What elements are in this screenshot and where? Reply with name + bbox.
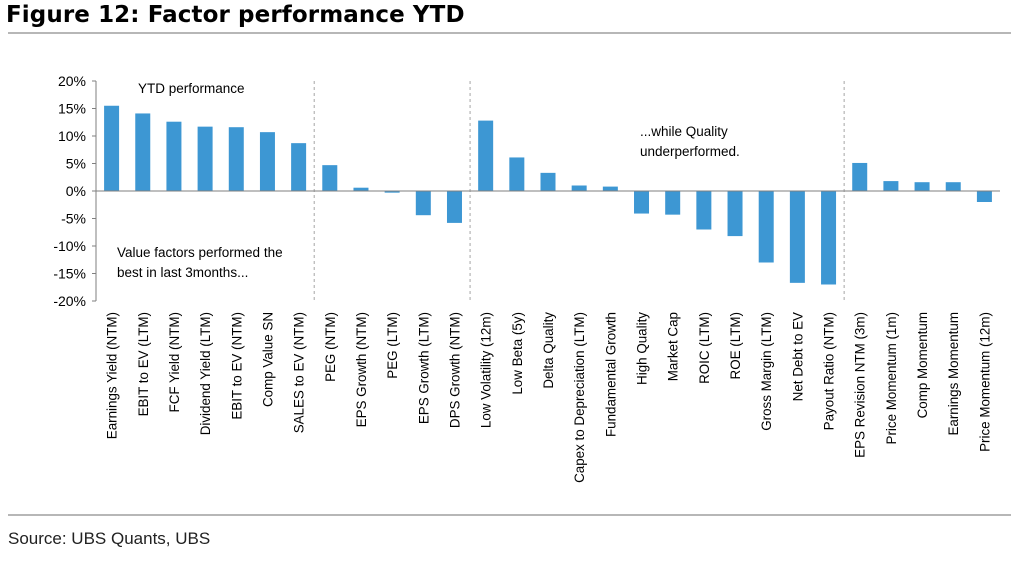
bar bbox=[446, 191, 462, 223]
x-category-label: EBIT to EV (NTM) bbox=[229, 312, 244, 420]
x-labels: Earnings Yield (NTM) EBIT to EV (LTM) FCF … bbox=[105, 312, 993, 483]
x-category-label: Price Momentum (1m) bbox=[884, 312, 899, 444]
x-category-label: Capex to Depreciation (LTM) bbox=[572, 312, 587, 483]
x-category-label: Market Cap bbox=[666, 312, 681, 381]
bar bbox=[104, 105, 120, 191]
x-category-label: Gross Margin (LTM) bbox=[759, 312, 774, 431]
bar bbox=[883, 181, 899, 191]
x-category-label: Delta Quality bbox=[541, 312, 556, 389]
x-category-label: EPS Revision NTM (3m) bbox=[853, 312, 868, 458]
x-category-label: Low Volatility (12m) bbox=[479, 312, 494, 428]
x-category-label: Net Debt to EV bbox=[790, 312, 805, 401]
bar bbox=[353, 187, 369, 191]
annotation-text: best in last 3months... bbox=[117, 265, 248, 280]
x-category-label: Price Momentum (12m) bbox=[977, 312, 992, 452]
x-category-label: ROE (LTM) bbox=[728, 312, 743, 379]
y-tick-label: 5% bbox=[66, 156, 86, 172]
y-tick-label: 0% bbox=[66, 183, 86, 199]
bar bbox=[727, 191, 743, 237]
bar bbox=[228, 127, 244, 191]
bar bbox=[634, 191, 650, 214]
x-category-label: Comp Value SN bbox=[260, 312, 275, 407]
bar bbox=[852, 162, 868, 191]
x-category-label: FCF Yield (NTM) bbox=[167, 312, 182, 412]
bar bbox=[197, 126, 213, 191]
bar bbox=[758, 191, 774, 263]
bar bbox=[571, 185, 587, 191]
bar bbox=[509, 157, 525, 191]
bar-chart: YTD performance Value factors performed t… bbox=[53, 73, 1000, 483]
x-category-label: High Quality bbox=[635, 312, 650, 385]
x-category-label: SALES to EV (NTM) bbox=[292, 312, 307, 433]
bar bbox=[384, 191, 400, 193]
x-category-label: EPS Growth (LTM) bbox=[416, 312, 431, 424]
annotation-text: ...while Quality bbox=[640, 124, 728, 139]
bar bbox=[322, 165, 338, 191]
bar bbox=[945, 182, 961, 191]
annotation-text: Value factors performed the bbox=[117, 245, 283, 260]
y-tick-label: 10% bbox=[58, 128, 86, 144]
bar bbox=[976, 191, 992, 202]
x-category-label: EBIT to EV (LTM) bbox=[136, 312, 151, 416]
x-category-label: Earnings Yield (NTM) bbox=[105, 312, 120, 439]
x-category-label: Fundamental Growth bbox=[603, 312, 618, 437]
bottom-rule bbox=[8, 514, 1011, 516]
bar bbox=[602, 186, 618, 191]
bar bbox=[914, 182, 930, 191]
bar bbox=[478, 120, 494, 191]
bar bbox=[166, 121, 182, 191]
y-tick-label: 20% bbox=[58, 73, 86, 89]
x-category-label: PEG (LTM) bbox=[385, 312, 400, 379]
bar bbox=[789, 191, 805, 283]
bar bbox=[665, 191, 681, 215]
bar bbox=[540, 172, 556, 191]
y-tick-label: -5% bbox=[61, 211, 86, 227]
x-category-label: Payout Ratio (NTM) bbox=[822, 312, 837, 430]
figure-title: Figure 12: Factor performance YTD bbox=[6, 2, 465, 28]
x-category-label: Low Beta (5y) bbox=[510, 312, 525, 395]
x-category-label: EPS Growth (NTM) bbox=[354, 312, 369, 427]
x-category-label: Dividend Yield (LTM) bbox=[198, 312, 213, 435]
annotations: YTD performance Value factors performed t… bbox=[117, 81, 740, 280]
x-category-label: Earnings Momentum bbox=[946, 312, 961, 436]
x-category-label: ROIC (LTM) bbox=[697, 312, 712, 384]
source-note: Source: UBS Quants, UBS bbox=[8, 529, 211, 548]
y-tick-label: -20% bbox=[53, 293, 86, 309]
x-category-label: Comp Momentum bbox=[915, 312, 930, 418]
bars bbox=[104, 105, 992, 285]
bar bbox=[415, 191, 431, 216]
y-tick-label: -10% bbox=[53, 238, 86, 254]
annotation-text: underperformed. bbox=[640, 144, 740, 159]
bar bbox=[291, 143, 307, 191]
bar bbox=[259, 132, 275, 191]
top-rule bbox=[8, 32, 1011, 34]
x-category-label: PEG (NTM) bbox=[323, 312, 338, 382]
x-category-label: DPS Growth (NTM) bbox=[447, 312, 462, 428]
y-tick-label: 15% bbox=[58, 101, 86, 117]
annotation-text: YTD performance bbox=[138, 81, 245, 96]
bar bbox=[135, 113, 151, 191]
y-tick-label: -15% bbox=[53, 266, 86, 282]
y-ticks: -20% -15% -10% -5% 0% 5% 10% 15% 20% bbox=[53, 73, 96, 309]
bar bbox=[821, 191, 837, 285]
bar bbox=[696, 191, 712, 230]
